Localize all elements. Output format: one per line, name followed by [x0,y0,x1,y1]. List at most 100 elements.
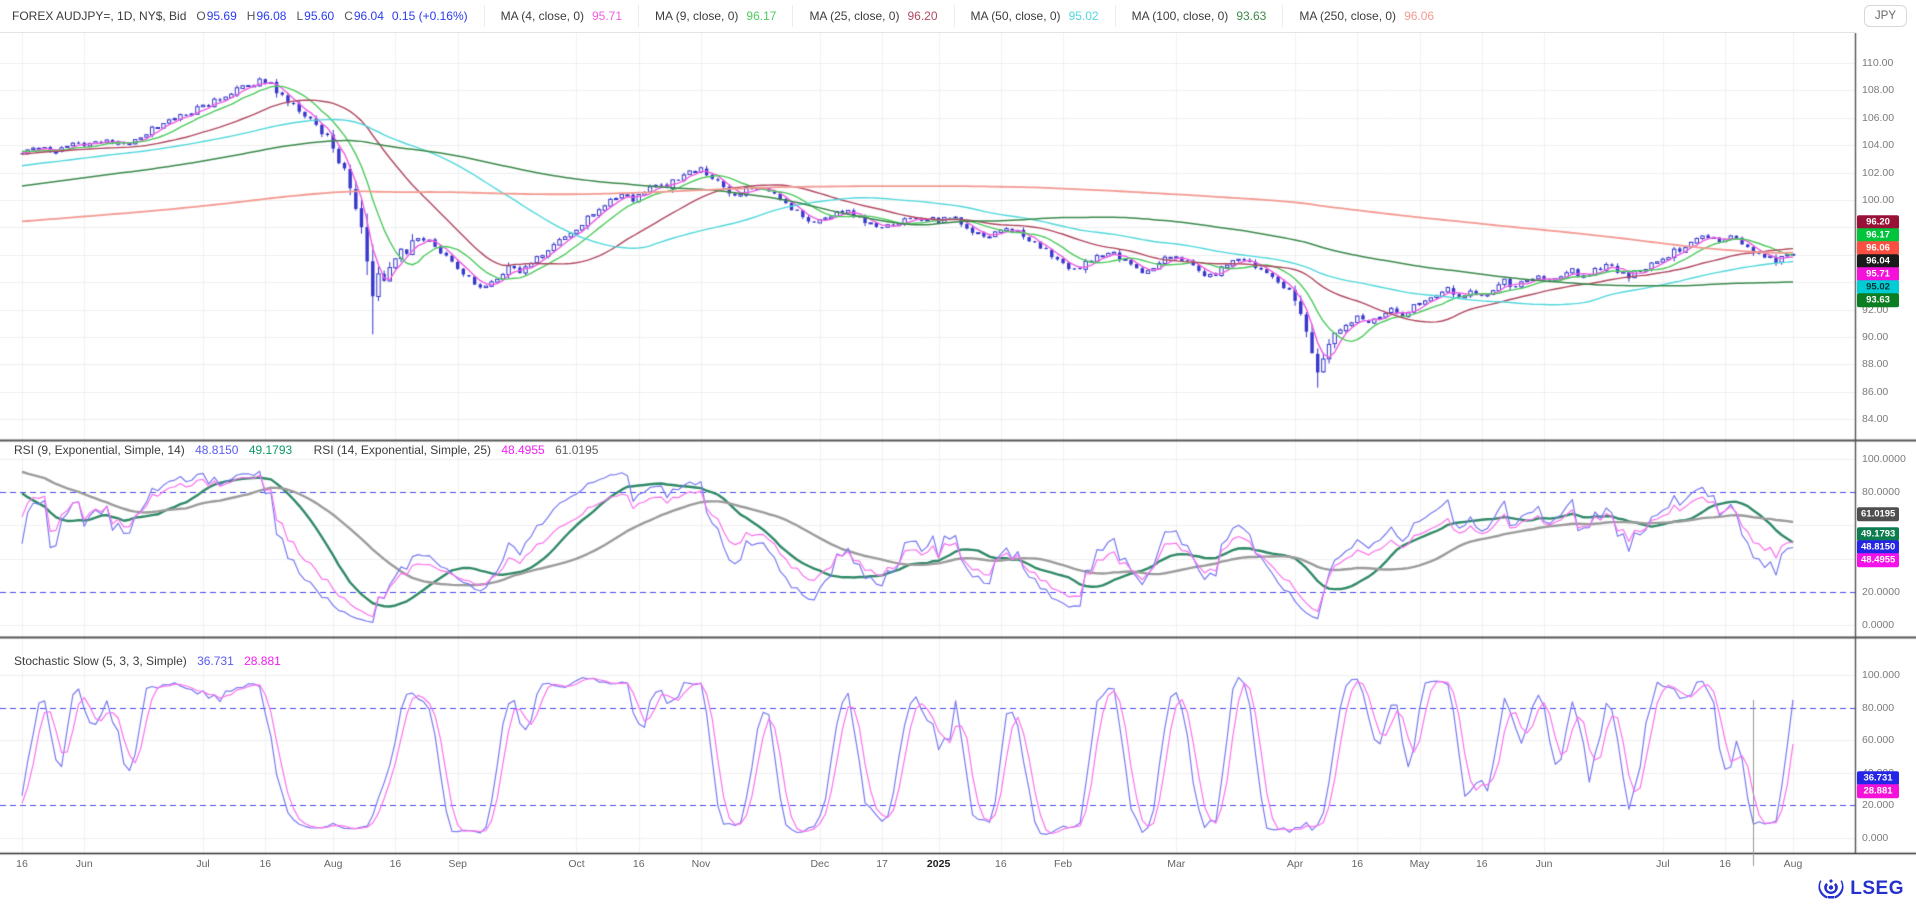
price-axis-tick: 108.00 [1862,84,1895,97]
ma-legend-value: 96.17 [746,9,777,23]
stochastic-axis-badge: 36.731 [1857,771,1899,785]
price-axis-tick: 104.00 [1862,139,1895,152]
time-axis-label: Jun [75,858,93,870]
price-axis-badge: 96.04 [1857,254,1899,268]
price-axis-tick: 84.00 [1862,413,1889,426]
rsi-axis-badge: 48.8150 [1857,540,1900,554]
price-axis-tick: 90.00 [1862,331,1889,343]
time-axis-label: 2025 [926,858,951,870]
time-axis-label: Sep [448,858,468,870]
high-value: 96.08 [256,9,287,23]
time-axis-label: 16 [1475,858,1488,870]
time-axis-label: Jul [196,858,210,870]
time-axis-label: Dec [810,858,830,870]
ma-legend-item: MA (100, close, 0) 93.63 [1114,5,1267,27]
time-axis-label: May [1409,858,1430,870]
rsi-axis-tick: 80.0000 [1862,486,1900,498]
currency-button[interactable]: JPY [1863,5,1907,27]
time-axis-label: Nov [691,858,711,870]
ma-legend-label: MA (50, close, 0) [970,9,1061,23]
price-axis-badge: 93.63 [1857,293,1899,307]
change-value: 0.15 (+0.16%) [391,9,468,23]
ma-legend-item: MA (50, close, 0) 95.02 [953,5,1099,27]
price-axis-tick: 110.00 [1862,57,1894,69]
price-axis-tick: 88.00 [1862,358,1889,371]
price-axis-tick: 100.00 [1862,194,1895,206]
price-axis-badge: 96.17 [1857,228,1899,242]
time-axis-label: 16 [259,858,272,870]
lseg-logo-text: LSEG [1850,878,1904,899]
time-axis-label: 16 [16,858,28,870]
open-label: O [196,9,206,23]
price-axis-tick: 102.00 [1862,166,1895,179]
ma-legend-item: MA (4, close, 0) 95.71 [483,5,623,27]
chart-header: FOREX AUDJPY=, 1D, NY$, Bid O 95.69 H 96.0… [0,0,1855,33]
time-axis-label: Mar [1167,858,1186,870]
price-axis-badge: 95.02 [1857,280,1899,294]
rsi-axis-tick: 20.0000 [1862,586,1900,599]
rsi-sma-value-1: 49.1793 [248,443,293,457]
stochastic-axis-badge: 28.881 [1857,784,1899,798]
time-axis-label: 17 [876,858,888,870]
price-axis-badge: 96.20 [1857,215,1899,229]
time-axis-label: 16 [632,858,645,870]
ma-legend-item: MA (9, close, 0) 96.17 [638,5,776,27]
time-axis-label: 16 [995,858,1007,870]
stochastic-axis-tick: 20.000 [1862,799,1895,812]
price-axis-badge: 95.71 [1857,267,1899,281]
stochastic-d-value: 28.881 [244,654,281,668]
lseg-crest-icon [1818,879,1844,899]
rsi-axis-tick: 0.0000 [1862,619,1895,632]
open-value: 95.69 [206,9,237,23]
rsi-value-1: 48.8150 [195,443,239,457]
rsi-sma-value-2: 61.0195 [555,443,599,457]
ma-legend-label: MA (25, close, 0) [809,9,900,23]
ma-legend-label: MA (100, close, 0) [1131,9,1229,23]
rsi-axis-badge: 48.4955 [1857,553,1900,567]
stochastic-axis-tick: 0.000 [1862,832,1889,844]
price-chart-panel[interactable] [0,33,1855,440]
time-axis-label: 16 [1719,858,1731,870]
low-label: L [296,9,304,23]
time-axis-label: Oct [568,858,585,870]
ma-legend-label: MA (250, close, 0) [1299,9,1397,23]
ohlc-readout: O 95.69 H 96.08 L 95.60 C 96.04 0.15 (+0.16%… [186,9,467,23]
ma-legend-value: 95.71 [592,9,623,23]
rsi-axis-tick: 100.0000 [1862,452,1906,465]
stochastic-panel[interactable] [0,639,1855,853]
stochastic-axis-tick: 100.000 [1862,669,1900,681]
low-value: 95.60 [304,9,335,23]
ma-legend-value: 96.06 [1404,9,1435,23]
ma-legend: MA (4, close, 0) 95.71 MA (9, close, 0) 96.… [468,5,1434,27]
rsi-title-1: RSI (9, Exponential, Simple, 14) [14,443,185,457]
price-axis[interactable] [1855,33,1916,853]
stochastic-panel-title: Stochastic Slow (5, 3, 3, Simple) 36.731… [14,654,288,668]
rsi-value-2: 48.4955 [501,443,545,457]
ma-legend-value: 96.20 [907,9,938,23]
high-label: H [246,9,256,23]
rsi-axis-badge: 61.0195 [1857,507,1900,522]
ma-legend-value: 95.02 [1068,9,1099,23]
time-axis-label: 16 [1351,858,1364,870]
stochastic-title: Stochastic Slow (5, 3, 3, Simple) [14,654,187,668]
time-axis-label: Jul [1656,858,1670,870]
time-axis-label: Apr [1286,858,1304,870]
ma-legend-value: 93.63 [1236,9,1267,23]
rsi-axis-badge: 49.1793 [1857,527,1900,541]
price-axis-tick: 106.00 [1862,111,1895,124]
ma-legend-label: MA (4, close, 0) [500,9,584,23]
time-axis-label: Aug [1783,858,1803,870]
lseg-logo: LSEG [1818,877,1904,901]
close-label: C [344,9,353,23]
time-axis-label: 16 [389,858,402,870]
price-axis-tick: 86.00 [1862,385,1889,398]
ma-legend-item: MA (250, close, 0) 96.06 [1282,5,1434,27]
rsi-panel[interactable] [0,442,1855,637]
stochastic-k-value: 36.731 [197,654,234,668]
ma-legend-label: MA (9, close, 0) [655,9,739,23]
time-axis-label: Aug [323,858,343,870]
time-axis-label: Jun [1535,858,1553,870]
price-axis-badge: 96.06 [1857,241,1899,255]
